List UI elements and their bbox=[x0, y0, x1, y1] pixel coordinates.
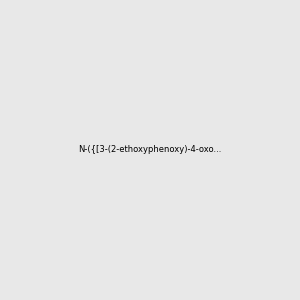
Text: N-({[3-(2-ethoxyphenoxy)-4-oxo...: N-({[3-(2-ethoxyphenoxy)-4-oxo... bbox=[78, 146, 222, 154]
